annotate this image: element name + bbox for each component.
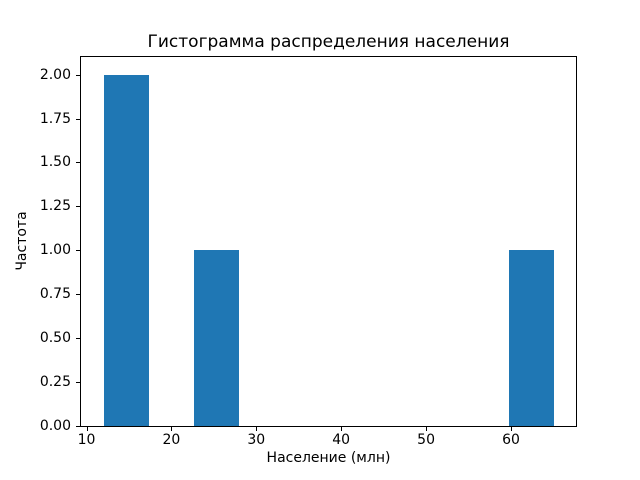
y-tick-label: 0.75 [39, 286, 71, 303]
y-axis-label: Частота [14, 211, 30, 271]
x-tick-mark [341, 427, 343, 431]
histogram-bar [508, 250, 554, 426]
y-tick-label: 1.50 [39, 154, 71, 171]
y-tick-label: 0.00 [39, 418, 71, 434]
y-tick-label: 0.50 [39, 330, 71, 347]
y-tick-label: 1.75 [39, 110, 71, 127]
y-tick-mark [76, 250, 80, 252]
y-tick-mark [76, 382, 80, 384]
y-tick-mark [76, 294, 80, 296]
y-tick-label: 0.25 [39, 374, 71, 391]
x-tick-label: 60 [502, 432, 520, 448]
x-tick-mark [171, 427, 173, 431]
x-tick-mark [511, 427, 512, 431]
x-tick-mark [426, 427, 428, 431]
y-tick-mark [76, 338, 80, 340]
x-tick-label: 50 [417, 432, 436, 448]
plot-area [80, 56, 577, 427]
x-tick-mark [86, 427, 88, 431]
x-tick-label: 10 [77, 432, 96, 448]
y-tick-label: 2.00 [39, 66, 71, 83]
x-axis-label: Население (млн) [266, 450, 391, 466]
chart-title: Гистограмма распределения населения [147, 32, 510, 52]
y-tick-label: 1.25 [39, 198, 71, 215]
histogram-bar [103, 74, 149, 426]
y-tick-mark [76, 74, 80, 76]
x-tick-label: 40 [332, 432, 351, 448]
y-tick-mark [76, 162, 80, 164]
y-tick-mark [76, 118, 80, 120]
x-tick-label: 30 [247, 432, 266, 448]
histogram-bar [193, 250, 239, 426]
y-tick-label: 1.00 [39, 242, 71, 259]
x-tick-label: 20 [162, 432, 181, 448]
x-tick-mark [256, 427, 258, 431]
y-tick-mark [76, 206, 80, 208]
y-tick-mark [76, 426, 80, 427]
